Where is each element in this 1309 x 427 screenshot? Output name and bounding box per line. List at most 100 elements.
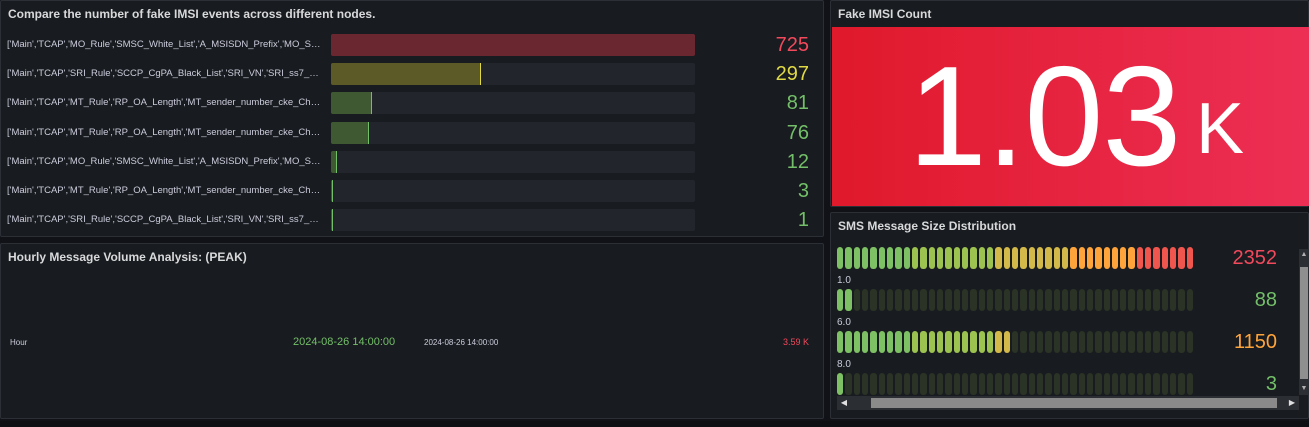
- panel-title[interactable]: Hourly Message Volume Analysis: (PEAK): [8, 250, 247, 264]
- gauge-segment: [1186, 373, 1194, 395]
- bar-row[interactable]: ['Main','TCAP','MO_Rule','SMSC_White_Lis…: [1, 150, 825, 173]
- gauge-segment: [1053, 289, 1060, 311]
- gauge-segment: [953, 289, 960, 311]
- bar-track: [331, 209, 695, 232]
- gauge-segment: [895, 331, 902, 353]
- gauge-segment: [970, 247, 977, 269]
- gauge-segment: [995, 289, 1002, 311]
- bar-row[interactable]: ['Main','TCAP','MT_Rule','RP_OA_Length',…: [1, 92, 825, 115]
- scroll-right-icon[interactable]: ▶: [1288, 398, 1296, 407]
- bar-value: 725: [775, 34, 809, 56]
- gauge-segment: [945, 373, 952, 395]
- gauge-segment: [1120, 331, 1127, 353]
- gauge-segment: [845, 247, 852, 269]
- gauge-segment: [870, 247, 877, 269]
- bar-row[interactable]: ['Main','TCAP','MT_Rule','RP_OA_Length',…: [1, 180, 825, 202]
- gauge-segment: [1170, 373, 1177, 395]
- gauge-segment: [837, 373, 844, 395]
- gauge-segment: [1086, 331, 1094, 353]
- panel-title[interactable]: Fake IMSI Count: [838, 7, 932, 21]
- gauge-segment: [995, 331, 1002, 353]
- bar-track: [331, 63, 695, 86]
- gauge-label: 8.0: [837, 359, 851, 370]
- gauge-row[interactable]: 3: [837, 373, 1297, 397]
- gauge-segment: [1086, 289, 1094, 311]
- panel-title[interactable]: SMS Message Size Distribution: [838, 219, 1017, 233]
- gauge-segment: [903, 331, 910, 353]
- gauge-segment: [1145, 289, 1152, 311]
- bar-label: ['Main','TCAP','SRI_Rule','SCCP_CgPA_Bla…: [7, 68, 325, 80]
- horizontal-scroll-thumb[interactable]: [871, 398, 1277, 408]
- gauge-segment: [1078, 331, 1085, 353]
- gauge-segment: [1045, 331, 1052, 353]
- gauge-segment: [936, 331, 944, 353]
- bar-fill: [331, 63, 481, 86]
- bar-value: 76: [786, 121, 809, 144]
- gauge-segment: [1128, 289, 1135, 311]
- gauge-row[interactable]: 2352: [837, 247, 1297, 271]
- gauge-segment: [1103, 373, 1110, 395]
- gauge-segment: [911, 247, 919, 269]
- gauge-segment: [886, 373, 894, 395]
- gauge-segment: [953, 247, 960, 269]
- bar-row[interactable]: ['Main','TCAP','SRI_Rule','SCCP_CgPA_Bla…: [1, 63, 825, 86]
- bar-row[interactable]: ['Main','TCAP','MT_Rule','RP_OA_Length',…: [1, 121, 825, 144]
- gauge-segment: [1103, 331, 1110, 353]
- gauge-segment: [853, 289, 860, 311]
- scroll-left-icon[interactable]: ◀: [840, 398, 848, 407]
- bar-fill: [331, 34, 695, 56]
- gauge-segment: [1053, 373, 1060, 395]
- gauge-segment: [1095, 289, 1102, 311]
- gauge-segment: [961, 373, 969, 395]
- gauge-segment: [1020, 289, 1027, 311]
- gauge-segment: [886, 289, 894, 311]
- gauge-segment: [878, 331, 885, 353]
- gauge-segment: [1061, 247, 1069, 269]
- scroll-down-icon[interactable]: ▼: [1300, 385, 1308, 392]
- gauge-segment: [936, 247, 944, 269]
- gauge-segment: [861, 373, 869, 395]
- gauge-segment: [1145, 247, 1152, 269]
- horizontal-scrollbar[interactable]: ◀ ▶: [837, 396, 1299, 410]
- scroll-up-icon[interactable]: ▲: [1300, 251, 1308, 258]
- gauge-segment: [1011, 373, 1019, 395]
- gauge-segment: [870, 289, 877, 311]
- gauge-segment: [978, 331, 985, 353]
- column-label: Hour: [10, 338, 28, 347]
- vertical-scrollbar[interactable]: ▲ ▼: [1299, 249, 1309, 395]
- segmented-gauge: [837, 331, 1194, 353]
- vertical-scroll-thumb[interactable]: [1300, 267, 1308, 379]
- gauge-segment: [886, 247, 894, 269]
- bar-row[interactable]: ['Main','TCAP','SRI_Rule','SCCP_CgPA_Bla…: [1, 209, 825, 232]
- bar-value: 81: [786, 92, 809, 115]
- bar-label: ['Main','TCAP','MO_Rule','SMSC_White_Lis…: [7, 39, 325, 50]
- volume-value: 3.59 K: [783, 337, 810, 347]
- bar-row[interactable]: ['Main','TCAP','MO_Rule','SMSC_White_Lis…: [1, 34, 825, 56]
- panel-title[interactable]: Compare the number of fake IMSI events a…: [8, 7, 376, 21]
- gauge-segment: [1178, 373, 1185, 395]
- gauge-segment: [1136, 373, 1144, 395]
- gauge-segment: [920, 331, 927, 353]
- bar-value: 297: [775, 63, 809, 86]
- gauge-segment: [978, 289, 985, 311]
- hour-text: 2024-08-26 14:00:00: [424, 338, 499, 347]
- gauge-segment: [1003, 289, 1010, 311]
- gauge-row[interactable]: 88: [837, 289, 1297, 313]
- gauge-segment: [1061, 373, 1069, 395]
- gauge-segment: [1078, 289, 1085, 311]
- fake-imsi-by-node-panel: Compare the number of fake IMSI events a…: [0, 0, 824, 237]
- gauge-segment: [1136, 247, 1144, 269]
- stat-background: 1.03 K: [832, 27, 1309, 206]
- gauge-segment: [1111, 373, 1119, 395]
- gauge-segment: [837, 247, 844, 269]
- gauge-segment: [1028, 289, 1035, 311]
- gauge-segment: [1070, 331, 1077, 353]
- gauge-segment: [1053, 331, 1060, 353]
- gauge-segment: [1070, 289, 1077, 311]
- gauge-row[interactable]: 1150: [837, 331, 1297, 355]
- gauge-segment: [1145, 373, 1152, 395]
- gauge-segment: [870, 373, 877, 395]
- gauge-segment: [920, 373, 927, 395]
- gauge-segment: [1103, 289, 1110, 311]
- gauge-segment: [961, 331, 969, 353]
